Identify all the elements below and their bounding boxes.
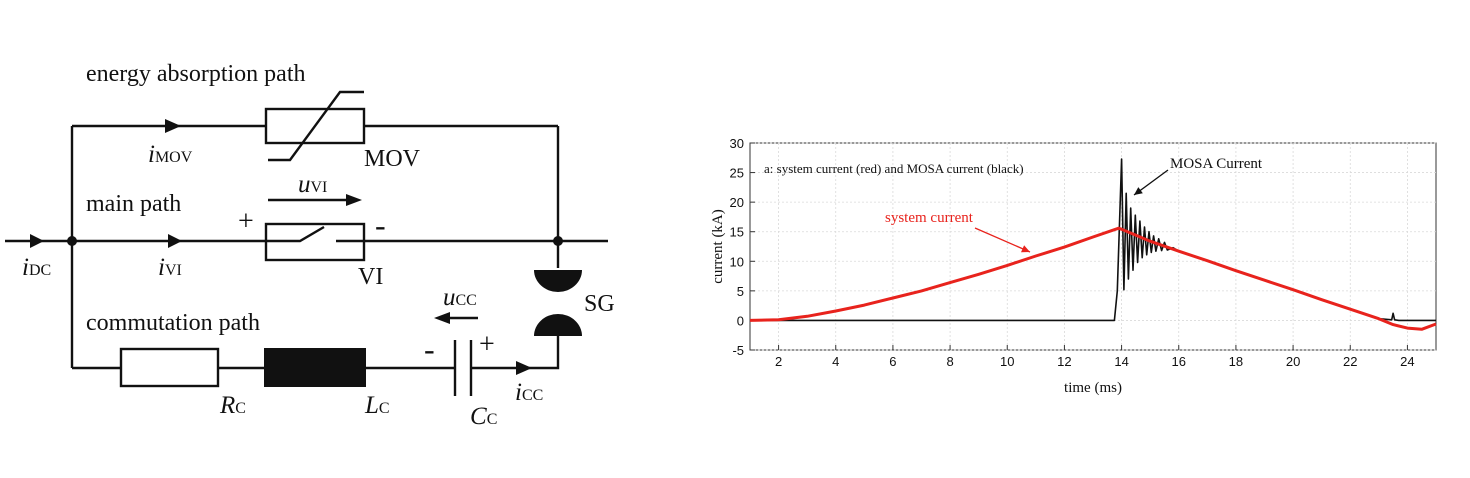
u-vi-label: uVI bbox=[298, 171, 327, 198]
rc-label: RC bbox=[219, 392, 246, 419]
circuit-diagram: energy absorption path main path commuta… bbox=[5, 61, 615, 430]
y-tick-label: 0 bbox=[737, 313, 744, 328]
plot-area bbox=[749, 142, 1437, 351]
sg-upper-electrode bbox=[534, 270, 582, 292]
vi-label: VI bbox=[358, 264, 383, 290]
y-tick-label: 20 bbox=[730, 195, 744, 210]
y-tick-label: -5 bbox=[732, 343, 744, 358]
y-tick-label: 25 bbox=[730, 166, 744, 181]
bottom-wire bbox=[72, 336, 560, 370]
grid bbox=[750, 142, 1436, 351]
cc-minus-sign: - bbox=[424, 331, 435, 367]
lc-label: LC bbox=[364, 392, 390, 419]
y-tick-label: 5 bbox=[737, 284, 744, 299]
mov-current-arrow bbox=[165, 119, 181, 133]
cc-voltage-arrow-head bbox=[434, 312, 450, 324]
y-axis-ticks: -5 0 5 10 15 20 25 30 bbox=[730, 136, 755, 358]
x-tick-label: 6 bbox=[889, 354, 896, 369]
right-junction bbox=[553, 236, 563, 246]
mov-label: MOV bbox=[364, 146, 421, 172]
vi-current-arrow bbox=[168, 234, 182, 248]
y-tick-label: 10 bbox=[730, 254, 744, 269]
cc-capacitor bbox=[434, 312, 478, 396]
x-tick-label: 22 bbox=[1343, 354, 1357, 369]
callout-arrowhead bbox=[1134, 187, 1143, 195]
callout-leader bbox=[974, 227, 1031, 253]
x-tick-label: 18 bbox=[1229, 354, 1243, 369]
series-layer bbox=[749, 158, 1437, 331]
mov-component bbox=[264, 90, 366, 162]
cc-current-arrow bbox=[516, 361, 532, 375]
x-tick-label: 10 bbox=[1000, 354, 1014, 369]
rc-resistor bbox=[119, 347, 220, 388]
x-tick-label: 20 bbox=[1286, 354, 1300, 369]
i-cc-label: iCC bbox=[515, 379, 543, 406]
vi-plus-sign: + bbox=[238, 206, 254, 237]
x-tick-label: 14 bbox=[1114, 354, 1128, 369]
u-cc-label: uCC bbox=[443, 284, 477, 311]
x-axis-label: time (ms) bbox=[1064, 380, 1122, 396]
vi-voltage-arrow-head bbox=[346, 194, 362, 206]
sg-component bbox=[534, 270, 582, 336]
left-junction bbox=[67, 236, 77, 246]
vi-component bbox=[264, 194, 366, 262]
x-tick-label: 4 bbox=[832, 354, 839, 369]
callout-label: system current bbox=[885, 210, 974, 226]
cc-label: CC bbox=[470, 403, 497, 430]
x-axis-ticks: 2 4 6 8 10 12 14 16 18 20 22 24 bbox=[775, 345, 1415, 369]
vi-switch bbox=[266, 225, 364, 243]
y-axis-label: current (kA) bbox=[710, 209, 726, 284]
chart-annotation: a: system current (red) and MOSA current… bbox=[764, 161, 1024, 176]
energy-path-label: energy absorption path bbox=[86, 61, 306, 87]
x-tick-label: 24 bbox=[1400, 354, 1414, 369]
main-path-label: main path bbox=[86, 191, 181, 217]
y-tick-label: 15 bbox=[730, 225, 744, 240]
cc-plus-sign: + bbox=[479, 329, 495, 360]
x-tick-label: 16 bbox=[1172, 354, 1186, 369]
sg-label: SG bbox=[584, 291, 615, 317]
commutation-path-label: commutation path bbox=[86, 310, 260, 336]
i-mov-label: iMOV bbox=[148, 141, 193, 168]
dc-current-arrow bbox=[30, 234, 44, 248]
mov-varistor-line bbox=[268, 90, 364, 162]
series-line-system-current bbox=[749, 226, 1437, 331]
vi-minus-sign: - bbox=[375, 207, 386, 243]
lc-inductor bbox=[264, 348, 366, 387]
x-tick-label: 2 bbox=[775, 354, 782, 369]
x-tick-label: 12 bbox=[1057, 354, 1071, 369]
i-vi-label: iVI bbox=[158, 254, 182, 281]
x-tick-label: 8 bbox=[946, 354, 953, 369]
callout-label: MOSA Current bbox=[1170, 156, 1263, 172]
i-dc-label: iDC bbox=[22, 254, 51, 281]
callouts: system current MOSA Current bbox=[885, 156, 1263, 253]
y-tick-label: 30 bbox=[730, 136, 744, 151]
sg-lower-electrode bbox=[534, 314, 582, 336]
callout-arrowhead bbox=[1021, 245, 1030, 253]
